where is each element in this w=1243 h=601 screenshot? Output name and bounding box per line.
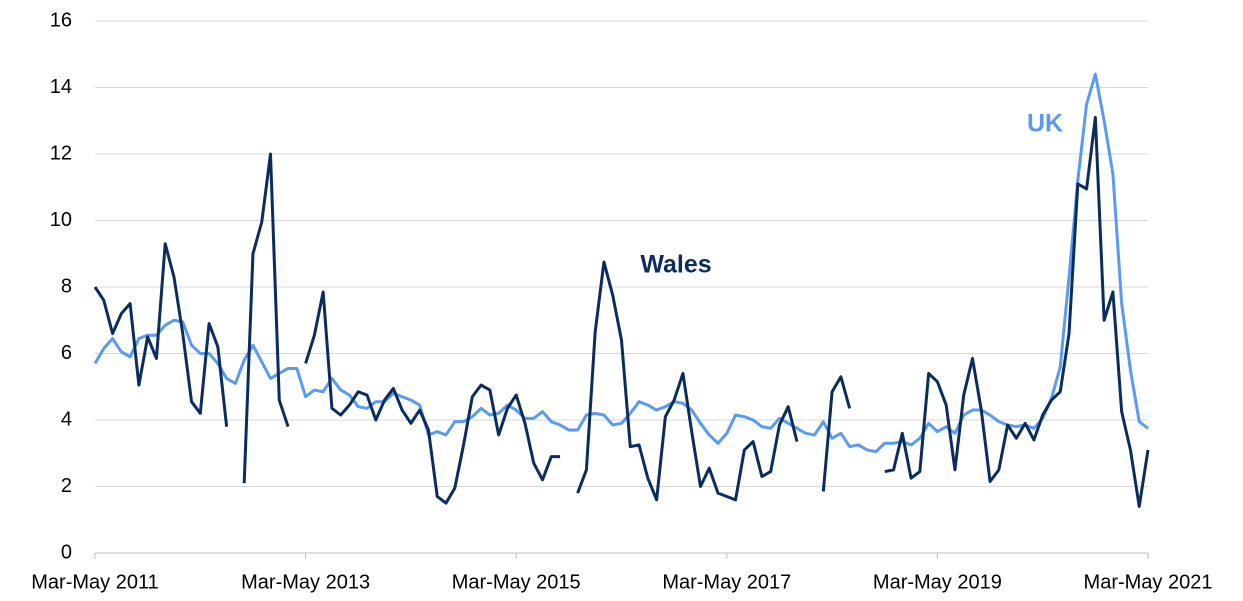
y-tick-label: 4 xyxy=(61,408,72,430)
y-tick-label: 12 xyxy=(50,142,72,164)
y-tick-label: 14 xyxy=(50,76,72,98)
x-tick-label: Mar-May 2019 xyxy=(873,571,1002,593)
y-tick-label: 8 xyxy=(61,275,72,297)
series-label: Wales xyxy=(640,251,711,279)
series-line xyxy=(93,72,1149,454)
y-tick-label: 16 xyxy=(50,9,72,31)
y-tick-label: 6 xyxy=(61,342,72,364)
series-label: UK xyxy=(1027,110,1063,138)
x-tick-label: Mar-May 2011 xyxy=(31,571,158,593)
x-tick-label: Mar-May 2015 xyxy=(452,571,581,593)
x-tick-label: Mar-May 2017 xyxy=(662,571,791,593)
y-tick-label: 2 xyxy=(61,475,72,497)
y-tick-label: 0 xyxy=(61,541,72,563)
x-tick-label: Mar-May 2021 xyxy=(1084,571,1213,593)
x-tick-label: Mar-May 2013 xyxy=(241,571,370,593)
y-tick-label: 10 xyxy=(50,209,72,231)
series-line xyxy=(93,115,1150,508)
